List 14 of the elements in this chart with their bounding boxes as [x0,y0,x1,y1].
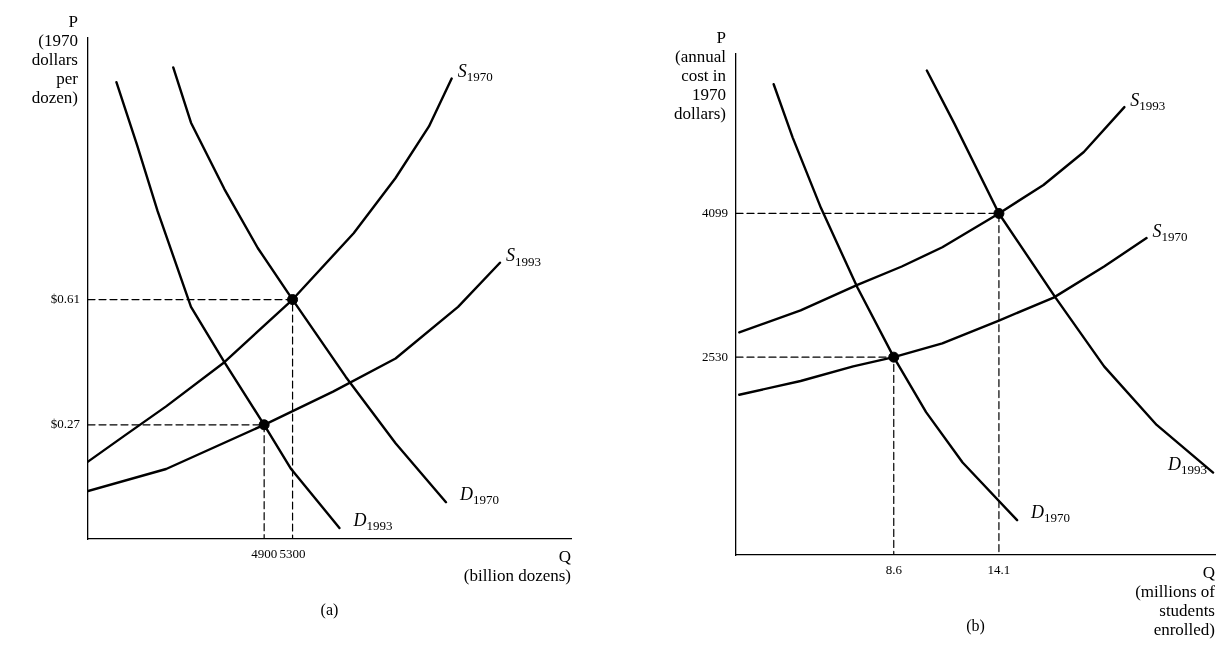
x-tick-label: 8.6 [885,562,903,578]
text: (b) [965,617,986,635]
y-axis-title: P (1970 dollars per dozen) [31,12,78,107]
x-tick-label: 14.1 [987,562,1011,578]
y-tick-label: $0.27 [50,416,81,432]
y-axis-title: P (annual cost in 1970 dollars) [674,28,726,123]
x-tick-label: 5300 [279,546,306,562]
text: (a) [319,601,340,619]
y-tick-label: 2530 [702,348,728,364]
y-tick-label: 4099 [702,204,728,220]
x-axis-title: Q (billion dozens) [463,547,571,585]
y-tick-label: $0.61 [50,290,80,306]
x-tick-label: 4900 [251,546,278,562]
x-axis-title: Q (millions of students enrolled) [1135,563,1215,639]
